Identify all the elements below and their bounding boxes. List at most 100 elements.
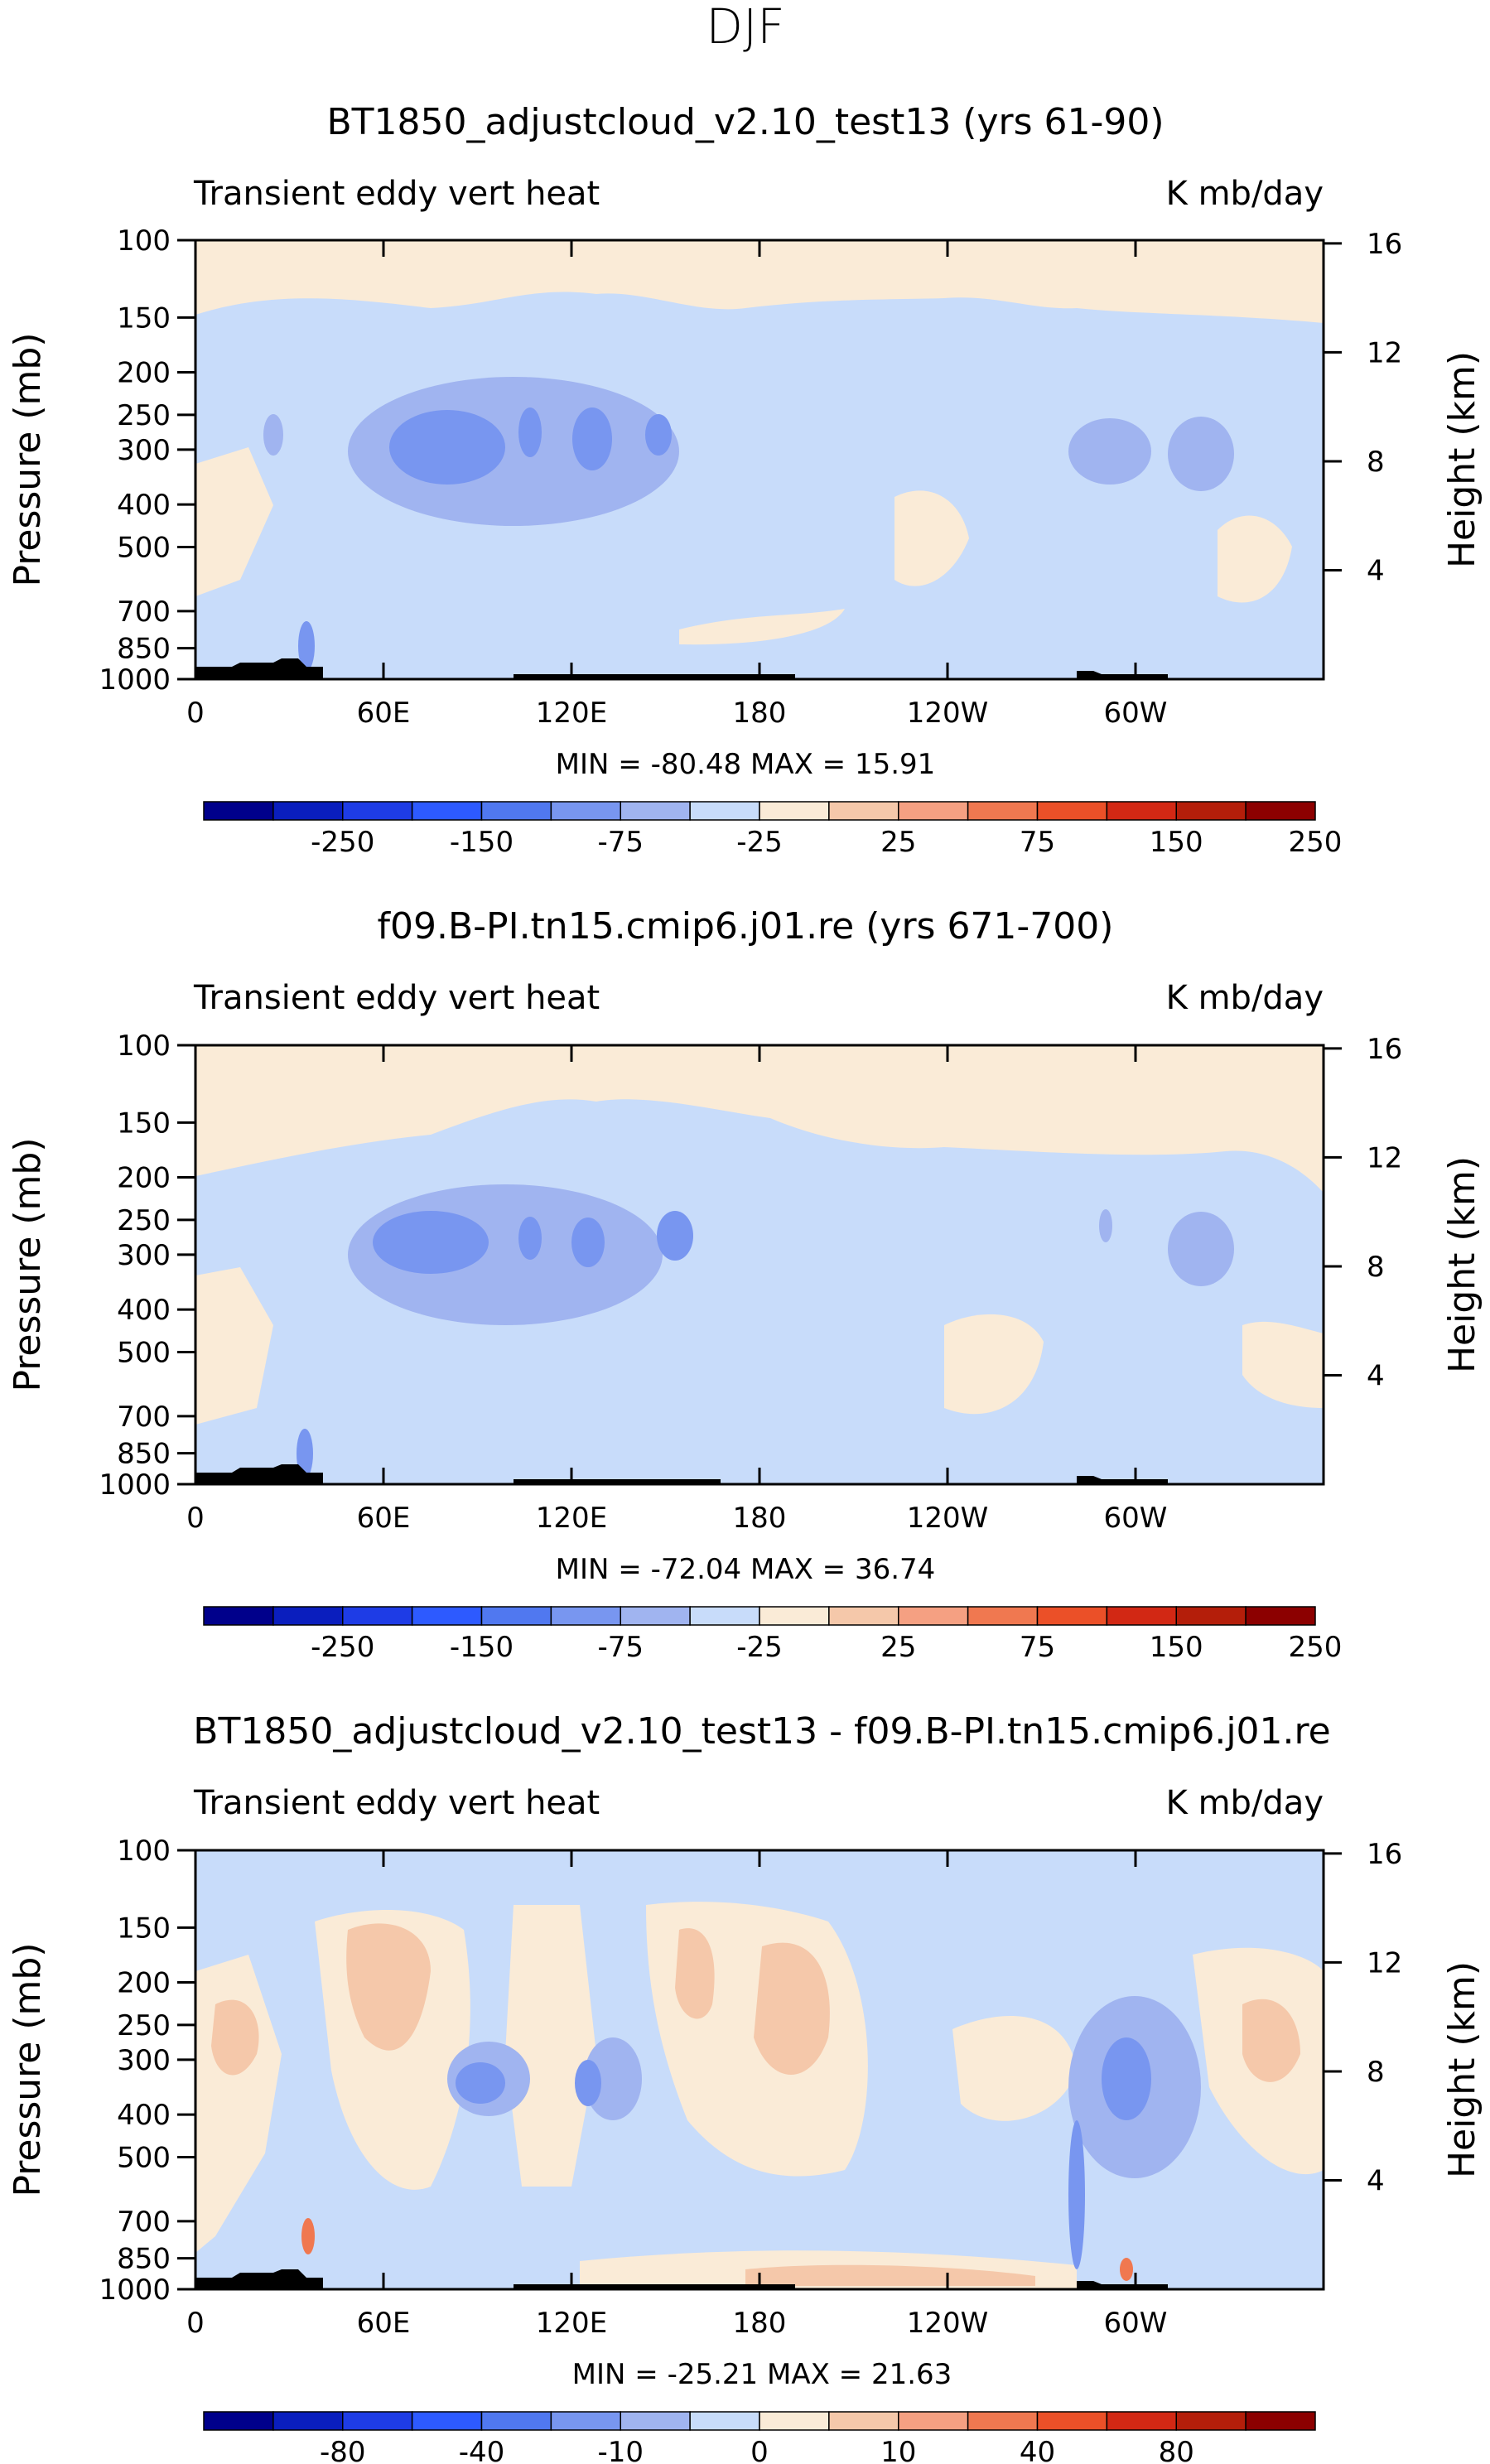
y2-axis-label: Height (km): [1441, 1156, 1483, 1373]
panel-3: BT1850_adjustcloud_v2.10_test13 - f09.B-…: [7, 1710, 1483, 2464]
colorbar-swatch: [1106, 1606, 1177, 1626]
colorbar-swatch: [203, 2411, 274, 2431]
x-tick-label: 120W: [907, 697, 989, 730]
x-tick-label: 120E: [536, 2307, 607, 2340]
colorbar: -250 -150 -75 -25 25 75 150 250: [203, 1606, 1343, 1664]
y-axis-label: Pressure (mb): [7, 1138, 49, 1392]
colorbar-swatch: [898, 801, 969, 821]
panel-1: BT1850_adjustcloud_v2.10_test13 (yrs 61-…: [7, 101, 1483, 859]
colorbar-label: -40: [459, 2436, 505, 2464]
y-tick-label: 850: [117, 2243, 171, 2276]
figure-title: DJF: [706, 0, 784, 55]
y-tick-label: 850: [117, 633, 171, 666]
colorbar-swatch: [411, 1606, 483, 1626]
x-tick-label: 120E: [536, 697, 607, 730]
colorbar-label: 40: [1020, 2436, 1055, 2464]
colorbar-swatch: [411, 801, 483, 821]
right-label: K mb/day: [1166, 1784, 1324, 1822]
colorbar-swatch: [620, 801, 691, 821]
colorbar-swatch: [411, 2411, 483, 2431]
y-tick-label: 400: [117, 2099, 171, 2132]
y-tick-label: 1000: [99, 2274, 171, 2307]
colorbar-swatch: [342, 801, 413, 821]
colorbar-label: 80: [1159, 2436, 1194, 2464]
y-tick-label: 500: [117, 2141, 171, 2174]
y2-tick-label: 8: [1367, 446, 1385, 479]
y-tick-label: 150: [117, 301, 171, 335]
colorbar-swatch: [620, 2411, 691, 2431]
colorbar-swatch: [550, 801, 621, 821]
colorbar-swatch: [272, 2411, 344, 2431]
y2-tick-label: 16: [1367, 1838, 1402, 1871]
colorbar-swatch: [480, 801, 552, 821]
colorbar-swatch: [203, 1606, 274, 1626]
y-tick-label: 200: [117, 357, 171, 390]
y-tick-label: 500: [117, 1336, 171, 1369]
colorbar-label: 150: [1150, 1631, 1203, 1664]
left-label: Transient eddy vert heat: [193, 175, 600, 213]
right-label: K mb/day: [1166, 979, 1324, 1017]
y2-tick-label: 4: [1367, 2164, 1385, 2197]
y-axis-label: Pressure (mb): [7, 1943, 49, 2197]
y-tick-label: 100: [117, 224, 171, 258]
y2-tick-label: 16: [1367, 228, 1402, 261]
left-label: Transient eddy vert heat: [193, 979, 600, 1017]
colorbar-swatch: [272, 801, 344, 821]
colorbar-swatch: [967, 2411, 1039, 2431]
x-tick-label: 60W: [1104, 2307, 1168, 2340]
colorbar-swatch: [550, 2411, 621, 2431]
y-tick-label: 200: [117, 1162, 171, 1195]
y-tick-label: 300: [117, 2044, 171, 2077]
y2-axis-label: Height (km): [1441, 351, 1483, 568]
x-tick-label: 0: [186, 697, 205, 730]
colorbar-label: -75: [597, 826, 644, 859]
colorbar-label: 150: [1150, 826, 1203, 859]
colorbar-swatch: [342, 2411, 413, 2431]
y-tick-label: 850: [117, 1438, 171, 1471]
colorbar-swatch: [550, 1606, 621, 1626]
colorbar-label: -25: [736, 826, 783, 859]
y-tick-label: 700: [117, 1401, 171, 1434]
colorbar-swatch: [759, 801, 830, 821]
plot-area: [194, 1849, 1325, 2291]
y-tick-label: 250: [117, 1204, 171, 1237]
x-tick-label: 60E: [357, 2307, 411, 2340]
colorbar-label: -150: [450, 1631, 514, 1664]
y2-tick-label: 8: [1367, 1251, 1385, 1284]
x-tick-label: 180: [733, 697, 787, 730]
colorbar-swatch: [1175, 1606, 1246, 1626]
plot-area: [194, 1044, 1325, 1486]
colorbar-swatch: [272, 1606, 344, 1626]
y-tick-label: 300: [117, 1239, 171, 1272]
x-tick-label: 60W: [1104, 697, 1168, 730]
colorbar-label: 250: [1289, 1631, 1343, 1664]
colorbar-label: 250: [1289, 826, 1343, 859]
colorbar-label: 10: [880, 2436, 916, 2464]
x-tick-label: 180: [733, 1502, 787, 1535]
colorbar-swatch: [1106, 2411, 1177, 2431]
y2-tick-label: 4: [1367, 554, 1385, 587]
x-tick-label: 180: [733, 2307, 787, 2340]
x-tick-label: 60E: [357, 697, 411, 730]
y2-tick-label: 12: [1367, 1141, 1402, 1174]
y-tick-label: 500: [117, 531, 171, 564]
y-tick-label: 700: [117, 2206, 171, 2239]
colorbar-label: -10: [597, 2436, 644, 2464]
x-tick-label: 120E: [536, 1502, 607, 1535]
panel-title: BT1850_adjustcloud_v2.10_test13 - f09.B-…: [193, 1710, 1330, 1753]
y-tick-label: 300: [117, 434, 171, 467]
y-tick-label: 700: [117, 596, 171, 629]
colorbar: -250 -150 -75 -25 25 75 150 250: [203, 801, 1343, 859]
plot-area: [194, 239, 1325, 681]
y-tick-label: 250: [117, 2009, 171, 2042]
left-label: Transient eddy vert heat: [193, 1784, 600, 1822]
panel-title: f09.B-PI.tn15.cmip6.j01.re (yrs 671-700): [378, 905, 1114, 948]
y-tick-label: 150: [117, 1912, 171, 1945]
y2-tick-label: 12: [1367, 1946, 1402, 1979]
colorbar-swatch: [620, 1606, 691, 1626]
colorbar-swatch: [828, 1606, 899, 1626]
colorbar-swatch: [1036, 2411, 1108, 2431]
